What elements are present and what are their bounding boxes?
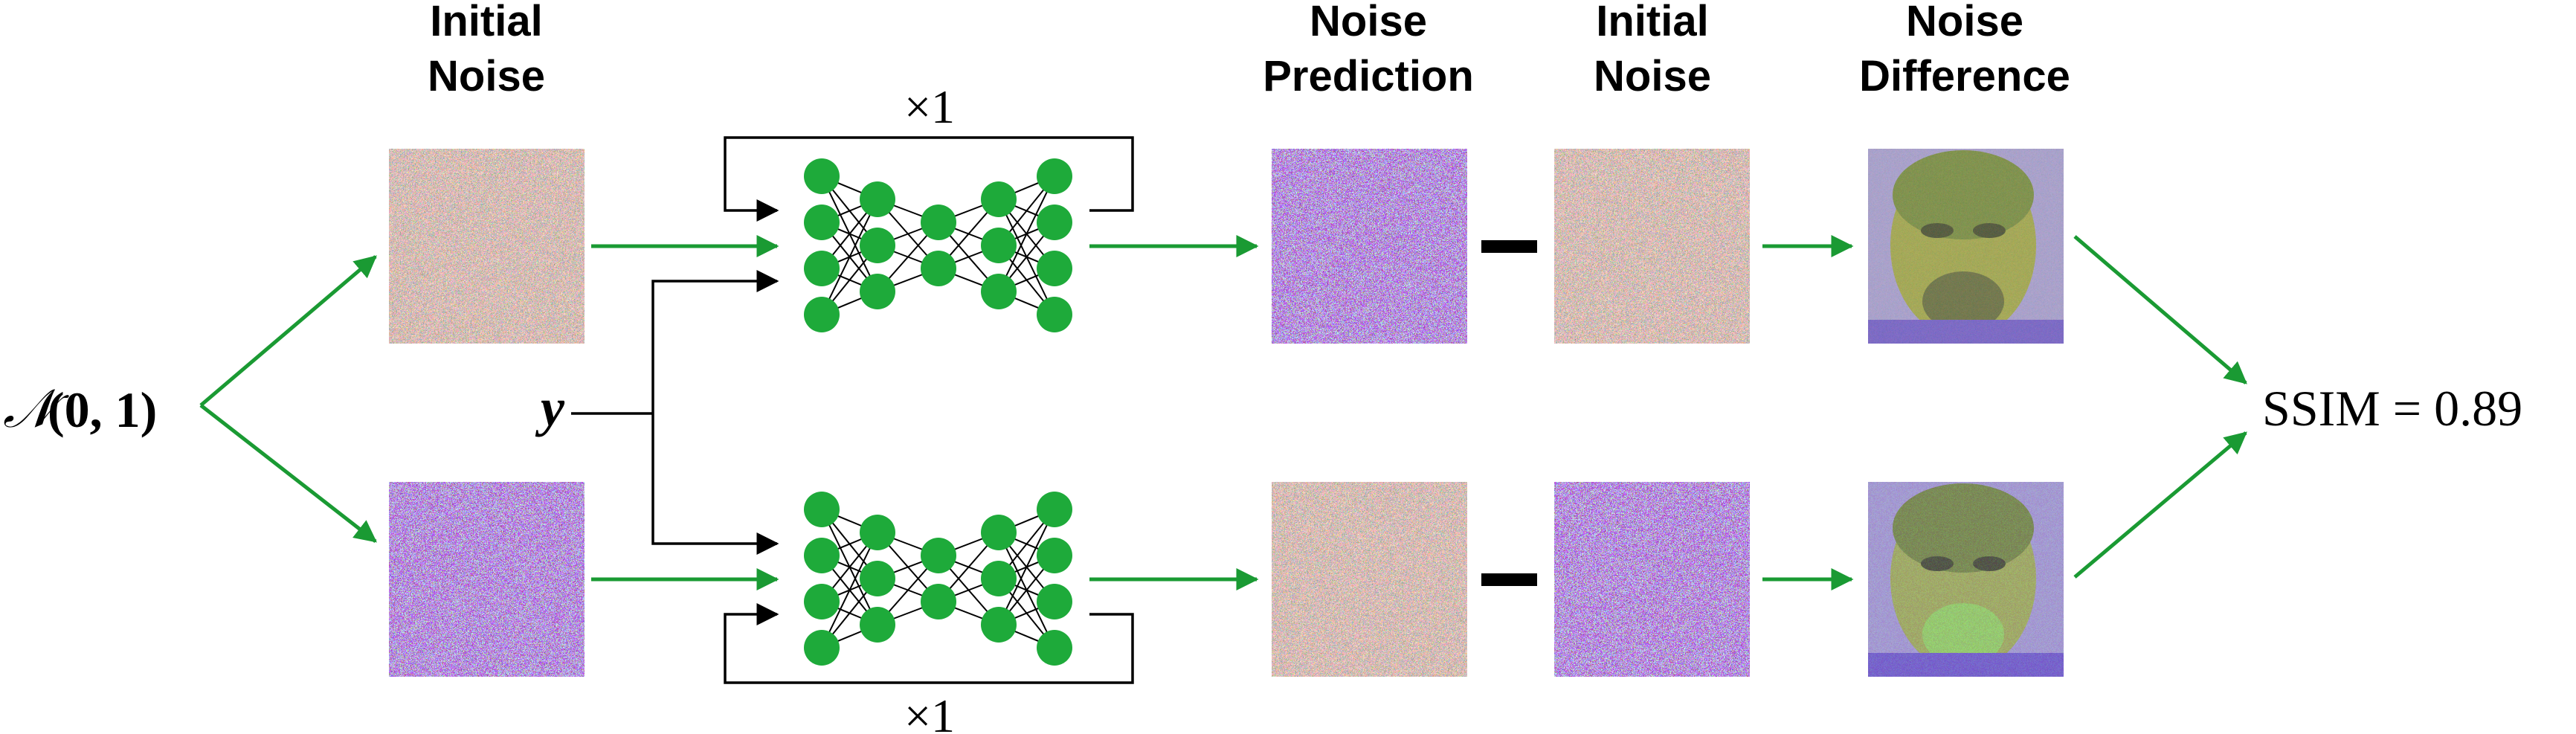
- network-node: [921, 205, 956, 240]
- loop-top-label: ×1: [904, 80, 955, 133]
- arrow-difference-to-ssim-top: [2073, 235, 2247, 384]
- network-node: [1037, 538, 1072, 573]
- initial-noise-image-top: [389, 149, 585, 344]
- network-node: [804, 538, 840, 573]
- loop-bottom: [724, 603, 1134, 684]
- network-node: [1037, 205, 1072, 240]
- initial-noise-image-right-bottom: [1554, 482, 1750, 677]
- network-edge: [998, 509, 1055, 625]
- header-noise-prediction: Noise Prediction: [1263, 0, 1474, 100]
- network-node: [921, 251, 956, 286]
- network-node: [860, 515, 895, 550]
- header-noise-difference: Noise Difference: [1859, 0, 2070, 100]
- network-node: [981, 515, 1017, 550]
- network-node: [921, 584, 956, 619]
- network-node: [981, 607, 1017, 643]
- network-node: [1037, 492, 1072, 527]
- network-node: [1037, 297, 1072, 332]
- network-node: [860, 561, 895, 596]
- svg-text:Noise: Noise: [428, 52, 545, 100]
- neural-network-top: [804, 158, 1072, 332]
- loop-top: [724, 136, 1134, 222]
- network-node: [981, 274, 1017, 309]
- network-node: [804, 297, 840, 332]
- network-node: [804, 158, 840, 194]
- network-edge: [821, 199, 878, 315]
- network-node: [1037, 158, 1072, 194]
- svg-text:(0, 1): (0, 1): [48, 382, 157, 438]
- network-node: [804, 492, 840, 527]
- network-node: [804, 251, 840, 286]
- arrow-difference-to-ssim-bottom: [2073, 431, 2247, 579]
- minus-sign-bottom: [1481, 573, 1537, 586]
- network-node: [1037, 251, 1072, 286]
- condition-y-label: y: [535, 378, 565, 437]
- svg-text:Prediction: Prediction: [1263, 52, 1474, 100]
- svg-text:Noise: Noise: [1594, 52, 1711, 100]
- network-node: [1037, 584, 1072, 619]
- arrow-dist-to-bottom-noise: [199, 404, 377, 543]
- initial-noise-image-bottom: [389, 482, 585, 677]
- noise-prediction-image-top: [1272, 149, 1467, 344]
- svg-text:Initial: Initial: [430, 0, 542, 45]
- header-initial-noise-left: Initial Noise: [428, 0, 545, 100]
- network-node: [804, 630, 840, 666]
- condition-y-connector: [571, 270, 779, 555]
- noise-difference-image-top: [1868, 149, 2064, 344]
- initial-noise-image-right-top: [1554, 149, 1750, 344]
- network-node: [1037, 630, 1072, 666]
- network-edge: [998, 176, 1055, 292]
- loop-bottom-label: ×1: [904, 689, 955, 734]
- network-node: [921, 538, 956, 573]
- network-node: [804, 205, 840, 240]
- header-initial-noise-right: Initial Noise: [1594, 0, 1711, 100]
- neural-network-bottom: [804, 492, 1072, 666]
- noise-difference-image-bottom: [1868, 482, 2064, 677]
- network-node: [981, 561, 1017, 596]
- network-node: [981, 181, 1017, 217]
- network-node: [804, 584, 840, 619]
- noise-prediction-image-bottom: [1272, 482, 1467, 677]
- svg-text:Noise: Noise: [1310, 0, 1427, 45]
- network-node: [860, 228, 895, 263]
- network-edge: [821, 532, 878, 648]
- network-node: [860, 181, 895, 217]
- ssim-result: SSIM = 0.89: [2262, 380, 2522, 437]
- network-node: [860, 274, 895, 309]
- svg-text:Noise: Noise: [1906, 0, 2023, 45]
- network-node: [860, 607, 895, 643]
- arrow-dist-to-top-noise: [199, 255, 377, 407]
- svg-text:Initial: Initial: [1596, 0, 1708, 45]
- normal-distribution-label: 𝒩 (0, 1): [3, 377, 157, 440]
- network-node: [981, 228, 1017, 263]
- minus-sign-top: [1481, 240, 1537, 253]
- svg-text:Difference: Difference: [1859, 52, 2070, 100]
